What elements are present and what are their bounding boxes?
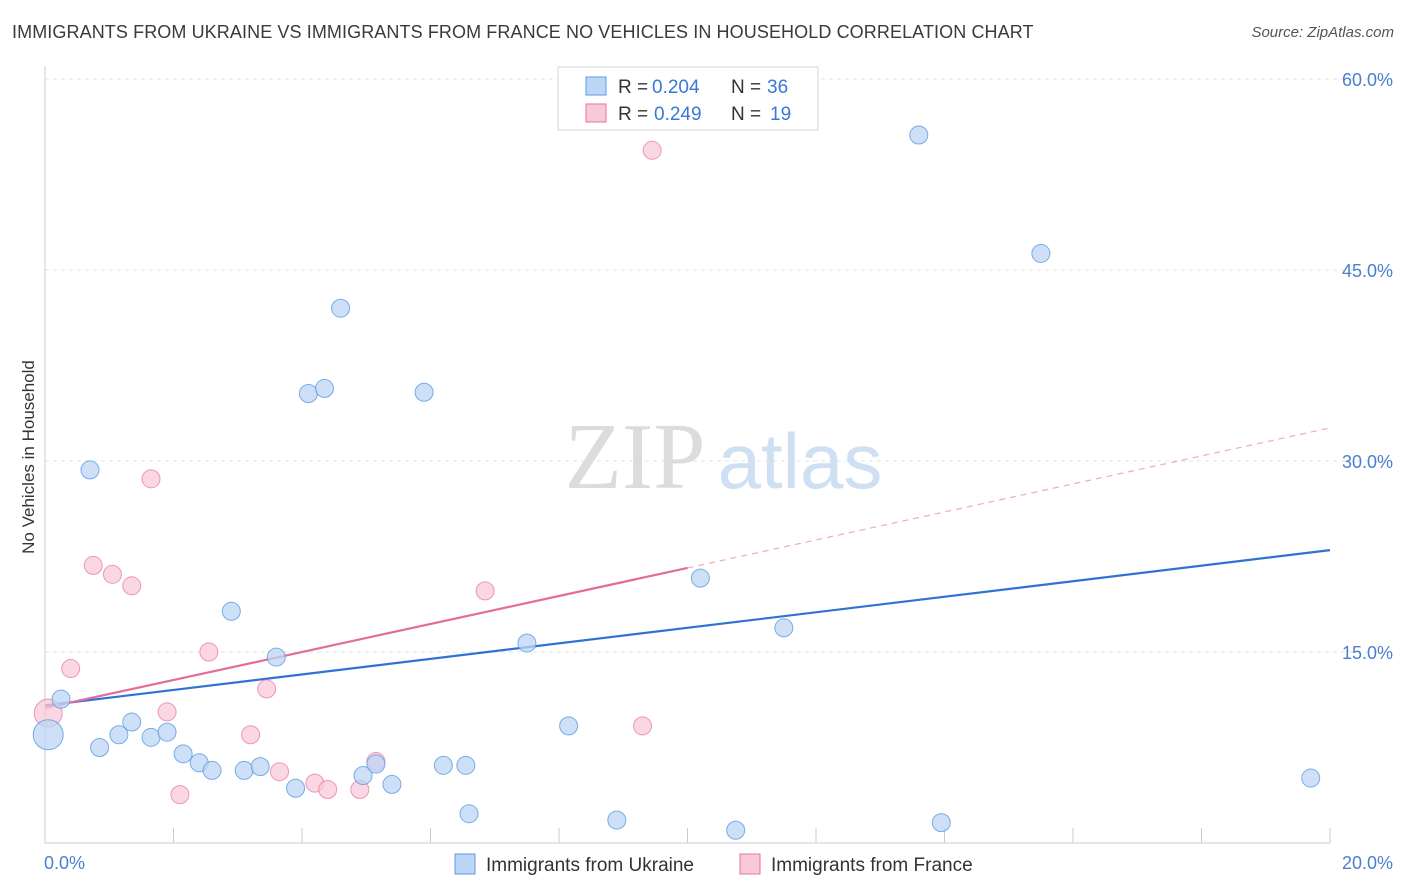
data-point-ukraine	[382, 774, 402, 794]
data-point-ukraine	[931, 813, 951, 833]
data-point-ukraine	[141, 727, 161, 747]
data-point-ukraine	[414, 382, 434, 402]
data-point-ukraine	[202, 760, 222, 780]
data-point-france	[141, 469, 161, 489]
bottom-legend-ukraine: Immigrants from Ukraine	[486, 855, 694, 876]
data-point-france	[102, 564, 122, 584]
data-point-ukraine	[774, 618, 794, 638]
data-point-france	[257, 679, 277, 699]
data-point-ukraine	[1301, 768, 1321, 788]
legend-n-label: N =	[731, 104, 761, 125]
bottom-legend-swatch-france	[739, 853, 761, 875]
data-point-ukraine	[433, 755, 453, 775]
data-point-france	[122, 576, 142, 596]
data-point-ukraine	[353, 766, 373, 786]
y-tick-label: 30.0%	[1342, 452, 1393, 472]
bottom-legend: Immigrants from Ukraine Immigrants from …	[454, 853, 973, 876]
data-point-france	[475, 581, 495, 601]
data-point-ukraine	[517, 633, 537, 653]
data-point-ukraine	[250, 757, 270, 777]
watermark-atlas: atlas	[718, 417, 883, 505]
trend-line-ukraine	[44, 549, 1331, 707]
data-point-ukraine	[109, 725, 129, 745]
data-point-ukraine	[726, 820, 746, 840]
y-axis-label: No Vehicles in Household	[19, 360, 38, 554]
data-point-ukraine	[607, 810, 627, 830]
data-point-ukraine	[266, 647, 286, 667]
data-point-france	[642, 140, 662, 160]
data-point-ukraine	[1031, 243, 1051, 263]
data-point-france	[318, 780, 338, 800]
data-point-ukraine	[80, 460, 100, 480]
data-point-france	[83, 555, 103, 575]
data-point-ukraine	[690, 568, 710, 588]
data-point-ukraine	[32, 719, 64, 751]
y-tick-label: 15.0%	[1342, 643, 1393, 663]
x-tick-label: 0.0%	[44, 853, 85, 873]
legend-r-ukraine: 0.204	[652, 77, 700, 98]
bottom-legend-france: Immigrants from France	[771, 855, 973, 876]
data-point-france	[199, 642, 219, 662]
legend-swatch-france	[585, 103, 607, 123]
data-point-france	[61, 659, 81, 679]
trend-line-france	[44, 566, 688, 710]
x-tick-labels: 0.0% 20.0%	[44, 853, 1393, 873]
chart-title: IMMIGRANTS FROM UKRAINE VS IMMIGRANTS FR…	[12, 22, 1034, 42]
watermark-zip: ZIP	[565, 405, 706, 509]
data-point-ukraine	[456, 755, 476, 775]
y-tick-label: 45.0%	[1342, 261, 1393, 281]
data-point-france	[633, 716, 653, 736]
trend-lines	[44, 427, 1331, 710]
data-point-ukraine	[331, 298, 351, 318]
legend-n-france: 19	[770, 104, 791, 125]
data-point-ukraine	[286, 778, 306, 798]
y-tick-labels: 15.0% 30.0% 45.0% 60.0%	[1342, 70, 1393, 663]
x-tick-label: 20.0%	[1342, 853, 1393, 873]
legend-swatch-ukraine	[585, 76, 607, 96]
legend-n-ukraine: 36	[767, 77, 788, 98]
data-points	[32, 125, 1321, 840]
data-point-france	[157, 702, 177, 722]
data-point-ukraine	[122, 712, 142, 732]
legend-r-label: R =	[618, 104, 648, 125]
data-point-ukraine	[314, 378, 334, 398]
data-point-ukraine	[459, 804, 479, 824]
legend-n-label: N =	[731, 77, 761, 98]
data-point-france	[241, 725, 261, 745]
data-point-ukraine	[51, 689, 71, 709]
data-point-ukraine	[909, 125, 929, 145]
data-point-france	[170, 785, 190, 805]
source-label: Source: ZipAtlas.com	[1251, 24, 1394, 41]
data-point-ukraine	[221, 601, 241, 621]
watermark: ZIP atlas	[565, 405, 883, 509]
data-point-ukraine	[234, 760, 254, 780]
data-point-ukraine	[366, 754, 386, 774]
legend-r-france: 0.249	[654, 104, 702, 125]
data-point-ukraine	[559, 716, 579, 736]
bottom-legend-swatch-ukraine	[454, 853, 476, 875]
data-point-ukraine	[173, 744, 193, 764]
legend-r-label: R =	[618, 77, 648, 98]
data-point-ukraine	[298, 384, 318, 404]
legend: R = 0.204 N = 36 R = 0.249 N = 19	[557, 66, 819, 131]
y-tick-label: 60.0%	[1342, 70, 1393, 90]
data-point-ukraine	[157, 722, 177, 742]
data-point-france	[270, 762, 290, 782]
data-point-ukraine	[90, 738, 110, 757]
